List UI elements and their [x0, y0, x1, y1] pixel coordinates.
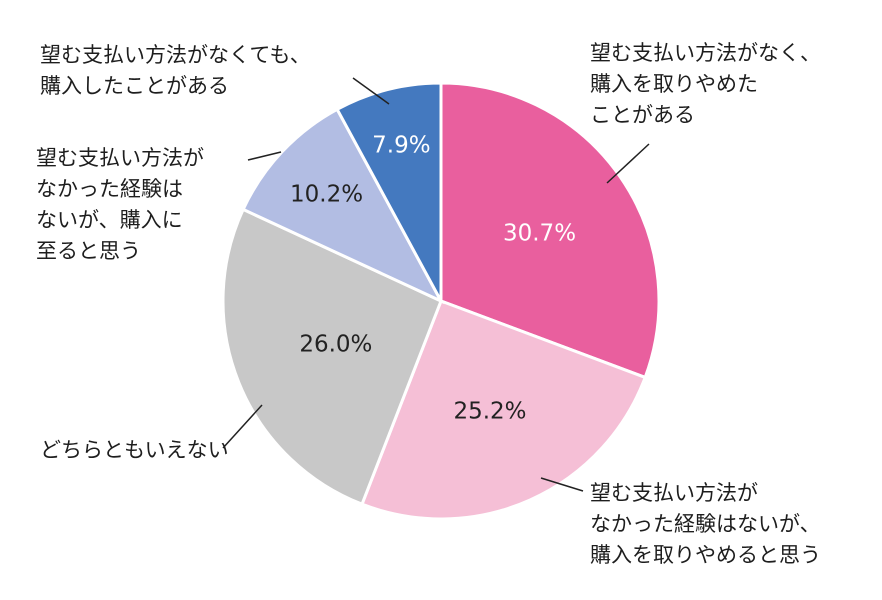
leader-line-would-purchase — [247, 151, 282, 161]
leader-line-gave-up-purchase — [606, 143, 650, 184]
value-label-gave-up-purchase: 30.7% — [503, 221, 576, 247]
leader-line-purchased-anyway — [352, 77, 390, 105]
value-label-undecided: 26.0% — [299, 331, 372, 357]
value-label-would-give-up: 25.2% — [453, 398, 526, 424]
slice-undecided — [221, 207, 443, 507]
label-purchased-anyway: 望む支払い方法がなくても、 購入したことがある — [40, 43, 311, 98]
value-label-purchased-anyway: 7.9% — [372, 133, 430, 159]
slice-would-give-up — [360, 299, 648, 521]
label-gave-up-purchase: 望む支払い方法がなく、 購入を取りやめた ことがある — [590, 41, 821, 127]
label-would-give-up: 望む支払い方法が なかった経験はないが、 購入を取りやめると思う — [590, 481, 821, 567]
slice-purchased-anyway — [335, 81, 443, 302]
slice-would-purchase — [241, 107, 445, 305]
leader-line-undecided — [222, 404, 263, 449]
slice-gave-up-purchase — [439, 81, 661, 380]
value-label-would-purchase: 10.2% — [290, 182, 363, 208]
label-undecided: どちらともいえない — [40, 438, 229, 462]
label-would-purchase: 望む支払い方法が なかった経験は ないが、購入に 至ると思う — [36, 146, 204, 263]
leader-line-would-give-up — [540, 477, 584, 492]
